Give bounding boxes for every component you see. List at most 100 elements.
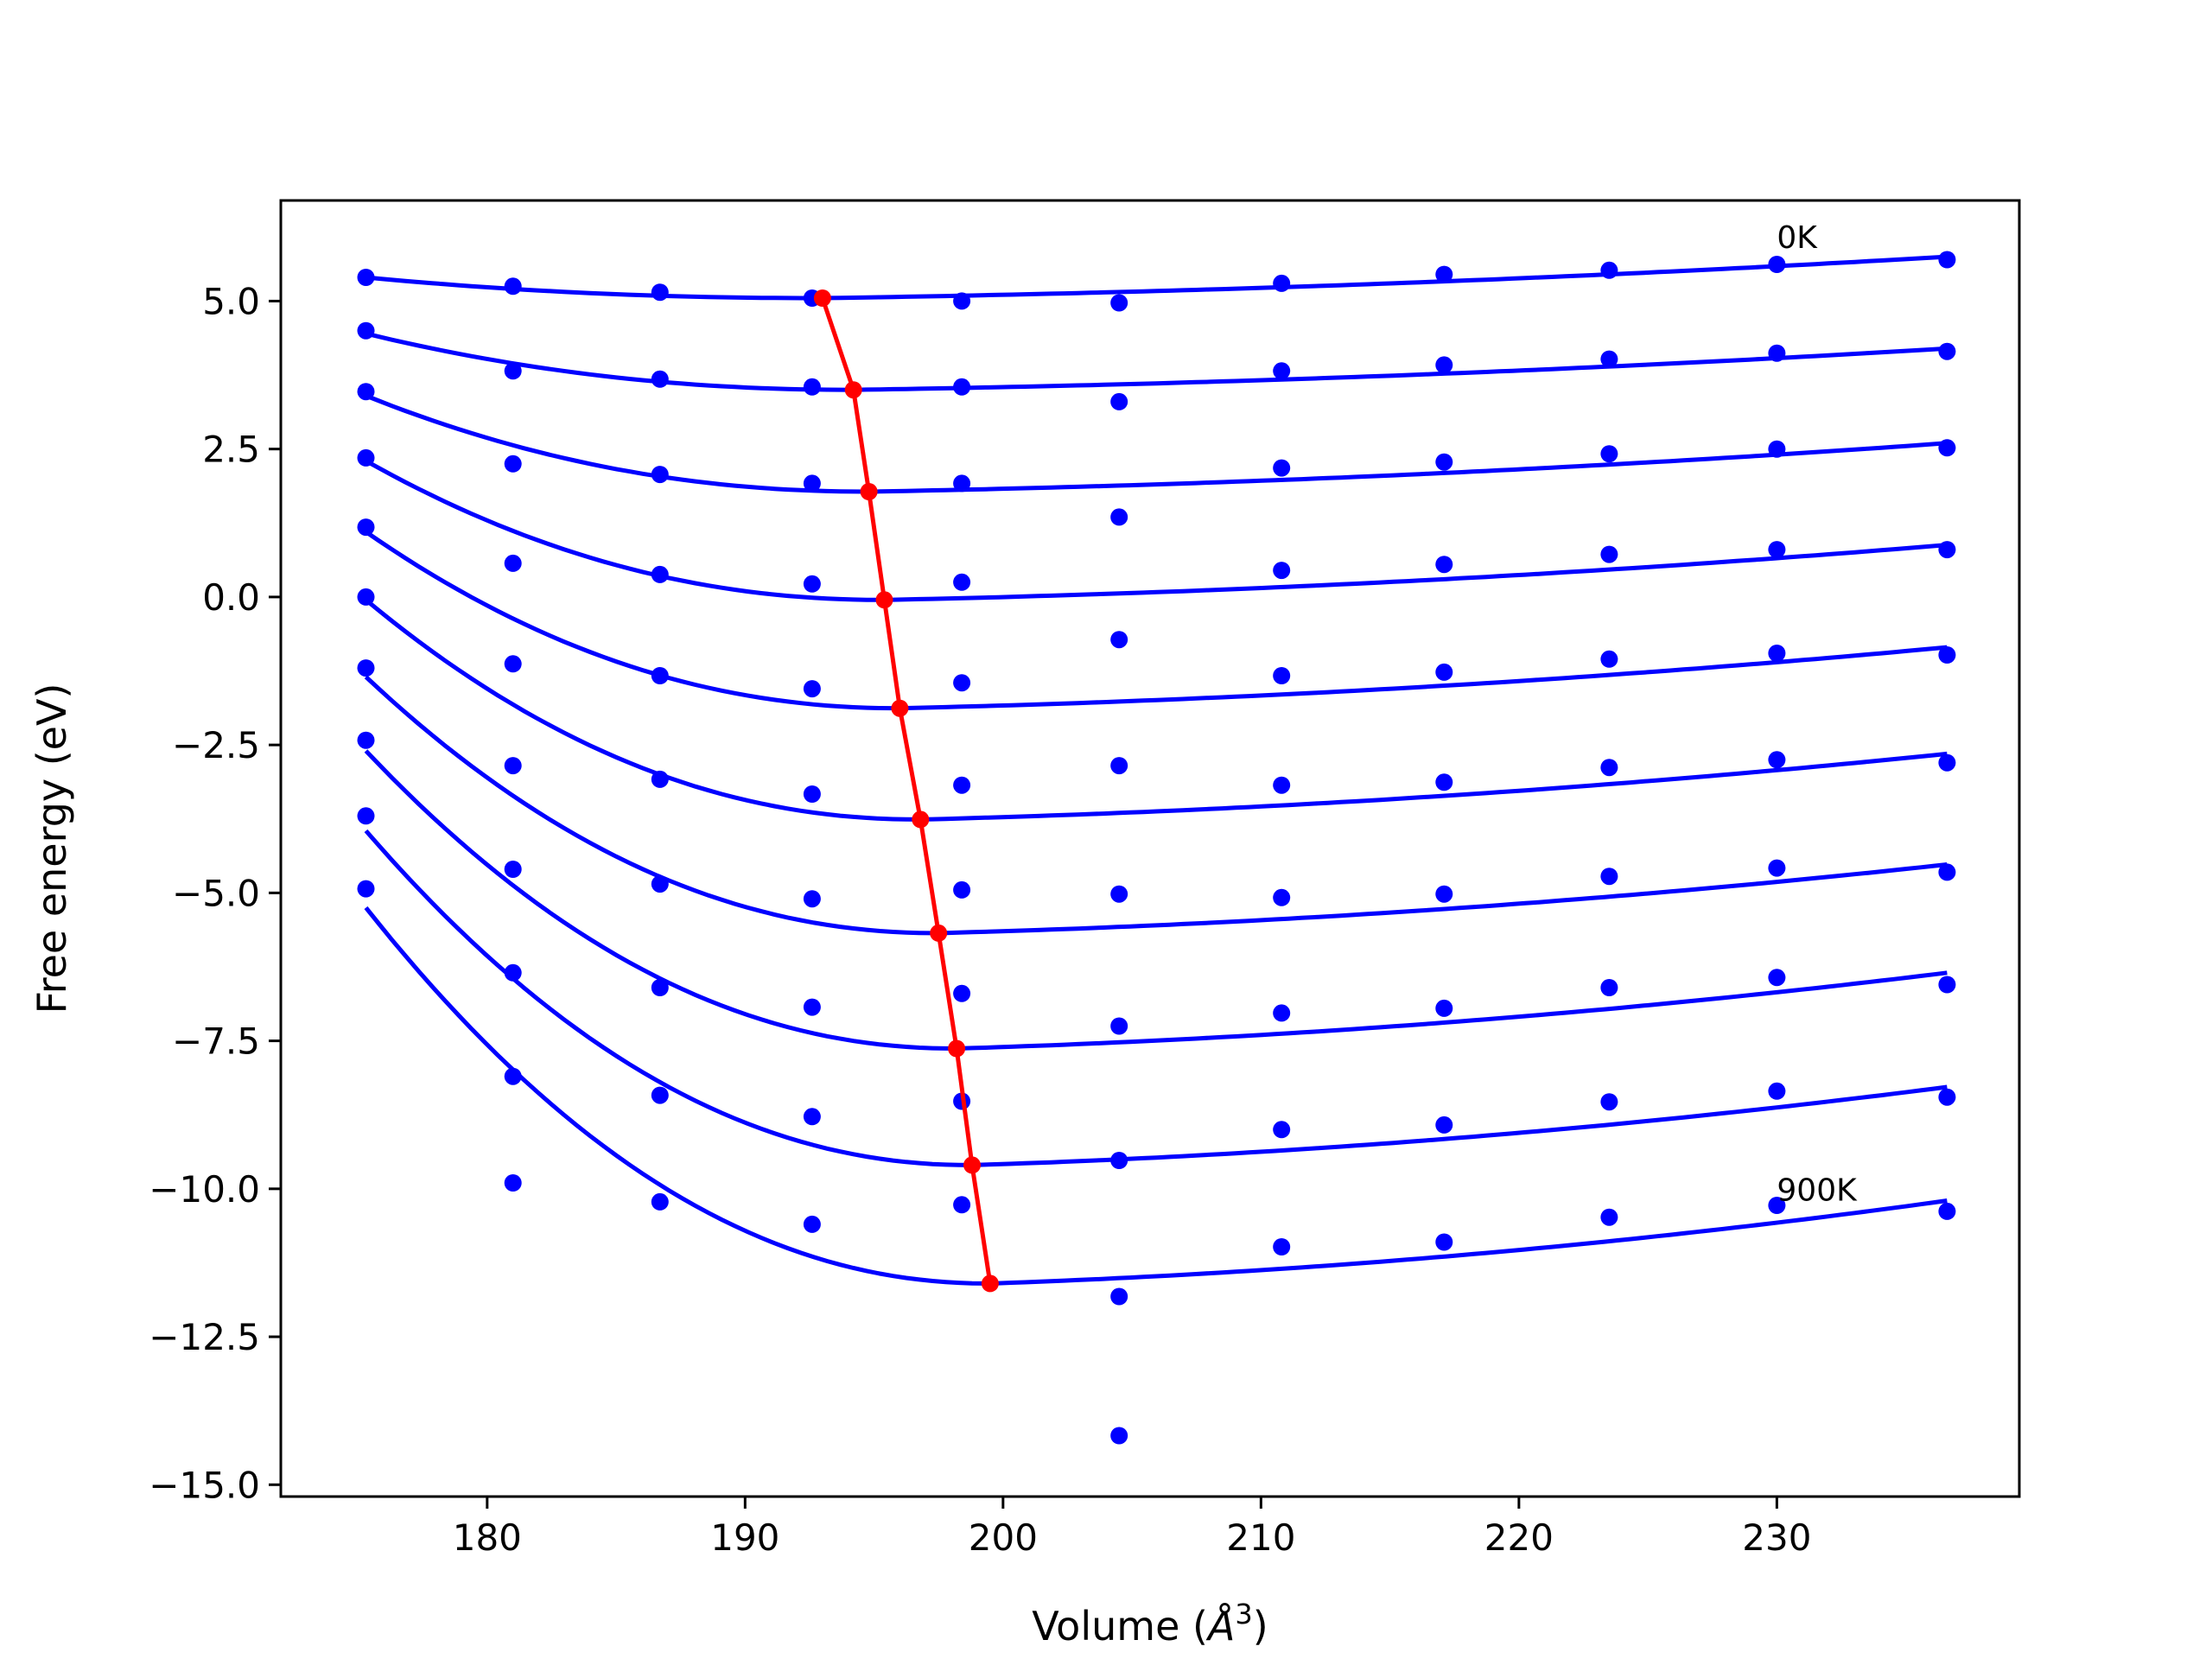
data-point-4-10 [1938, 646, 1956, 664]
fit-curves [364, 254, 1948, 1286]
x-axis-label: Volume (Å3) [1032, 1598, 1268, 1649]
data-point-9-8 [1600, 1208, 1618, 1226]
data-point-1-1 [504, 362, 522, 380]
data-point-4-3 [803, 680, 821, 698]
fit-curve-2 [365, 393, 1948, 494]
data-point-6-1 [504, 861, 522, 878]
data-point-3-9 [1768, 541, 1786, 559]
data-point-6-5 [1110, 1017, 1128, 1035]
data-point-2-3 [803, 474, 821, 493]
y-tick-label-1: 2.5 [202, 429, 260, 471]
annotations: 0K 900K [1777, 220, 1858, 1209]
data-point-3-8 [1600, 545, 1618, 563]
data-point-7-3 [803, 998, 821, 1016]
data-point-8-8 [1600, 1093, 1618, 1111]
data-point-6-3 [803, 890, 821, 908]
minima-path [813, 289, 999, 1293]
data-point-0-8 [1600, 261, 1618, 279]
data-point-6-10 [1938, 863, 1956, 881]
data-point-4-1 [504, 655, 522, 673]
data-point-1-0 [357, 321, 375, 340]
data-point-6-4 [953, 880, 971, 899]
data-point-8-0 [357, 807, 375, 825]
data-point-4-6 [1273, 667, 1291, 684]
data-point-0-4 [953, 292, 971, 310]
data-point-0-9 [1768, 256, 1786, 273]
data-point-0-10 [1938, 251, 1956, 269]
minimum-point-0 [813, 289, 831, 307]
minimum-point-5 [912, 810, 930, 829]
data-point-7-2 [651, 979, 669, 996]
fit-curve-7 [364, 749, 1948, 1051]
minimum-point-2 [860, 483, 878, 500]
data-point-3-10 [1938, 541, 1956, 559]
data-point-9-3 [803, 1215, 821, 1233]
y-tick-label-0: 5.0 [202, 280, 260, 322]
data-point-9-0 [357, 880, 375, 898]
fit-curve-9 [364, 906, 1948, 1286]
data-point-2-4 [953, 474, 971, 493]
data-point-3-3 [803, 575, 821, 593]
fit-curve-6 [364, 675, 1948, 936]
data-point-7-5 [1110, 1152, 1128, 1169]
x-tick-label-5: 230 [1742, 1516, 1811, 1559]
data-point-8-5 [1110, 1287, 1128, 1306]
data-point-9-7 [1435, 1233, 1453, 1251]
data-point-8-1 [504, 1067, 522, 1085]
data-point-2-2 [651, 466, 669, 484]
data-point-2-7 [1435, 453, 1453, 471]
data-point-2-1 [504, 454, 522, 473]
data-point-1-9 [1768, 344, 1786, 362]
data-point-5-0 [357, 588, 375, 606]
annotation-1: 900K [1777, 1173, 1858, 1209]
data-point-4-0 [357, 518, 375, 537]
y-tick-label-6: −10.0 [149, 1168, 260, 1211]
x-tick-label-1: 190 [710, 1516, 779, 1559]
data-point-4-4 [953, 674, 971, 692]
data-point-2-9 [1768, 440, 1786, 458]
data-point-2-0 [357, 383, 375, 401]
data-point-6-0 [357, 659, 375, 677]
fit-curve-5 [364, 598, 1948, 822]
data-point-6-6 [1273, 888, 1291, 906]
x-tick-label-4: 220 [1484, 1516, 1554, 1559]
data-point-7-9 [1768, 969, 1786, 987]
data-point-9-10 [1938, 1202, 1956, 1220]
data-point-8-3 [803, 1108, 821, 1126]
data-point-8-2 [651, 1086, 669, 1104]
data-point-7-1 [504, 963, 522, 982]
fit-curve-4 [365, 530, 1948, 711]
data-point-6-7 [1435, 885, 1453, 903]
x-tick-label-3: 210 [1226, 1516, 1295, 1559]
data-point-1-7 [1435, 356, 1453, 374]
data-point-6-9 [1768, 859, 1786, 877]
minimum-point-1 [844, 381, 862, 399]
minimum-point-9 [981, 1274, 999, 1293]
x-axis-ticks: 180 190 200 210 220 230 [453, 1497, 1811, 1559]
data-point-5-3 [803, 785, 821, 803]
data-point-5-2 [651, 770, 669, 788]
minimum-point-4 [891, 699, 909, 717]
y-tick-label-5: −7.5 [172, 1020, 260, 1063]
data-point-4-9 [1768, 645, 1786, 662]
fit-curve-8 [364, 829, 1948, 1167]
data-point-5-5 [1110, 885, 1128, 903]
y-tick-label-8: −15.0 [149, 1464, 260, 1506]
data-point-8-7 [1435, 1116, 1453, 1134]
data-point-9-2 [651, 1192, 669, 1211]
data-point-7-7 [1435, 999, 1453, 1017]
data-point-5-1 [504, 757, 522, 775]
data-point-5-6 [1273, 776, 1291, 794]
data-point-5-4 [953, 776, 971, 794]
y-tick-label-4: −5.0 [172, 872, 260, 914]
y-axis-ticks: 5.0 2.5 0.0 −2.5 −5.0 −7.5 −10.0 −12.5 −15.0 [149, 280, 281, 1506]
data-point-8-10 [1938, 1088, 1956, 1106]
data-point-0-6 [1273, 274, 1291, 292]
data-point-1-5 [1110, 392, 1128, 410]
data-point-3-5 [1110, 631, 1128, 649]
data-point-9-5 [1110, 1427, 1128, 1445]
y-tick-label-2: 0.0 [202, 576, 260, 619]
data-point-4-8 [1600, 650, 1618, 668]
